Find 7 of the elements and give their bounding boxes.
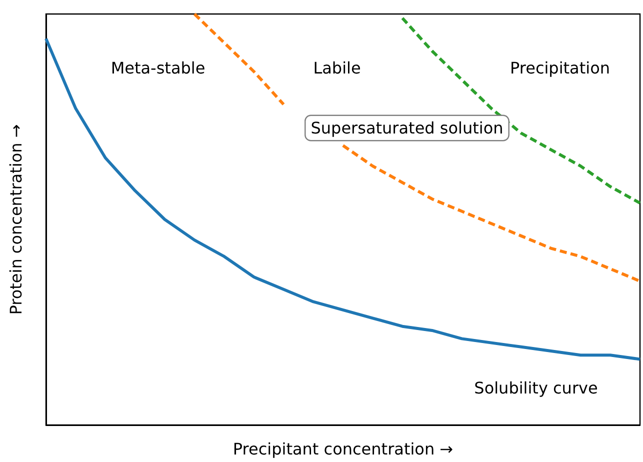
x-axis-title: Precipitant concentration → xyxy=(232,440,454,458)
y-axis-title: Protein concentration → xyxy=(6,124,26,315)
annotation: Supersaturated solution xyxy=(310,118,504,138)
annotation: Labile xyxy=(313,58,361,78)
annotation: Precipitation xyxy=(510,58,610,78)
annotation: Solubility curve xyxy=(474,378,598,398)
annotation: Meta-stable xyxy=(110,58,206,78)
